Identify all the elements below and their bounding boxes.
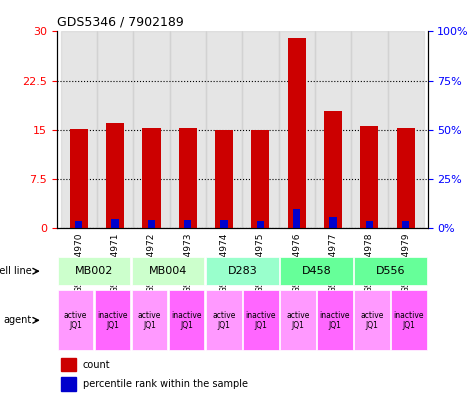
Bar [251, 130, 269, 228]
Bar [206, 31, 242, 228]
Bar [388, 31, 424, 228]
Bar [106, 123, 124, 228]
Bar [70, 129, 88, 228]
Bar [293, 209, 300, 228]
FancyBboxPatch shape [206, 257, 278, 285]
FancyBboxPatch shape [354, 257, 427, 285]
Text: active
JQ1: active JQ1 [360, 310, 384, 330]
Bar [315, 31, 351, 228]
Text: D458: D458 [302, 266, 331, 276]
Text: active
JQ1: active JQ1 [286, 310, 310, 330]
Bar [324, 111, 342, 228]
Bar [397, 129, 415, 228]
FancyBboxPatch shape [95, 290, 130, 351]
Bar [148, 220, 155, 228]
FancyBboxPatch shape [280, 257, 352, 285]
Bar [242, 31, 278, 228]
Bar [142, 129, 161, 228]
Bar [215, 130, 233, 228]
FancyBboxPatch shape [58, 257, 130, 285]
Bar [61, 358, 76, 371]
FancyBboxPatch shape [243, 290, 278, 351]
Bar [97, 31, 133, 228]
Text: active
JQ1: active JQ1 [212, 310, 236, 330]
Text: cell line: cell line [0, 266, 31, 276]
FancyBboxPatch shape [58, 290, 93, 351]
Text: GDS5346 / 7902189: GDS5346 / 7902189 [57, 16, 184, 29]
Bar [61, 31, 97, 228]
Bar [330, 217, 337, 228]
Text: inactive
JQ1: inactive JQ1 [320, 310, 350, 330]
Bar [257, 221, 264, 228]
Text: active
JQ1: active JQ1 [138, 310, 162, 330]
Text: inactive
JQ1: inactive JQ1 [171, 310, 202, 330]
Bar [61, 377, 76, 391]
Text: inactive
JQ1: inactive JQ1 [394, 310, 424, 330]
Bar [220, 220, 228, 228]
Bar [288, 38, 306, 228]
Bar [133, 31, 170, 228]
Text: active
JQ1: active JQ1 [64, 310, 87, 330]
Text: inactive
JQ1: inactive JQ1 [97, 310, 128, 330]
Text: MB002: MB002 [75, 266, 113, 276]
Text: MB004: MB004 [149, 266, 187, 276]
Text: agent: agent [3, 315, 31, 325]
FancyBboxPatch shape [354, 290, 390, 351]
Bar [402, 221, 409, 228]
FancyBboxPatch shape [206, 290, 241, 351]
Text: count: count [83, 360, 111, 370]
Text: D556: D556 [376, 266, 405, 276]
FancyBboxPatch shape [132, 290, 167, 351]
Text: percentile rank within the sample: percentile rank within the sample [83, 379, 248, 389]
Bar [112, 219, 119, 228]
Bar [278, 31, 315, 228]
FancyBboxPatch shape [169, 290, 204, 351]
Text: inactive
JQ1: inactive JQ1 [246, 310, 276, 330]
Bar [366, 221, 373, 228]
Bar [75, 221, 83, 228]
Bar [179, 129, 197, 228]
Bar [351, 31, 388, 228]
FancyBboxPatch shape [391, 290, 427, 351]
FancyBboxPatch shape [317, 290, 352, 351]
FancyBboxPatch shape [132, 257, 204, 285]
Bar [361, 126, 379, 228]
FancyBboxPatch shape [280, 290, 315, 351]
Text: D283: D283 [228, 266, 257, 276]
Bar [184, 220, 191, 228]
Bar [170, 31, 206, 228]
